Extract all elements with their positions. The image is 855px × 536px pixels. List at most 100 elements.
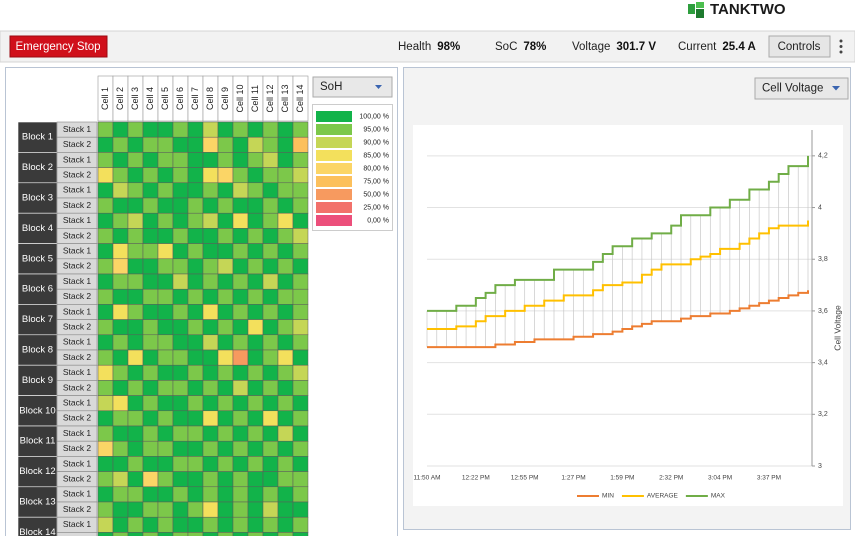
heatmap-cell — [292, 425, 309, 442]
heatmap-cell — [172, 197, 189, 214]
controls-label[interactable]: Controls — [778, 41, 821, 53]
stack-label: Stack 1 — [63, 519, 92, 529]
heatmap-cell — [232, 486, 249, 503]
heatmap-cell — [112, 167, 129, 184]
heatmap-cell — [157, 258, 174, 275]
heatmap-cell — [112, 258, 129, 275]
metric-dropdown[interactable] — [754, 77, 849, 100]
stack-label: Stack 2 — [63, 504, 92, 514]
dropdown-arrow[interactable] — [832, 86, 840, 91]
heatmap-cell — [247, 197, 264, 214]
heatmap-cell — [217, 471, 234, 488]
y-axis-label: Cell Voltage — [832, 305, 842, 351]
column-label: Cell 10 — [235, 84, 245, 112]
heatmap-cell — [232, 288, 249, 305]
heatmap-cell — [142, 288, 159, 305]
heatmap-cell — [292, 319, 309, 336]
block-label: Block 11 — [20, 436, 56, 447]
heatmap-cell — [262, 349, 279, 366]
heatmap-cell — [202, 334, 219, 351]
block-label: Block 13 — [19, 497, 55, 508]
heatmap-cell — [262, 136, 279, 153]
legend-label: 25,00 % — [363, 204, 389, 211]
heatmap-cell — [187, 304, 204, 320]
heatmap-cell — [277, 243, 294, 260]
heatmap-cell — [187, 532, 204, 536]
x-tick-label: 12:22 PM — [462, 475, 490, 482]
heatmap-cell — [172, 167, 189, 184]
heatmap-cell — [112, 516, 129, 533]
heatmap-cell — [277, 334, 294, 351]
column-header — [292, 75, 309, 122]
heatmap-cell — [187, 516, 204, 533]
legend-swatch — [316, 124, 352, 135]
stat-label: SoC — [495, 41, 517, 53]
heatmap-cell — [277, 532, 294, 536]
heatmap-cell — [202, 410, 219, 427]
heatmap-cell — [97, 212, 114, 229]
heatmap-cell — [247, 501, 264, 518]
heatmap-cell — [232, 349, 249, 366]
heatmap-cell — [157, 304, 174, 320]
heatmap-cell — [217, 304, 234, 320]
heatmap-cell — [172, 501, 189, 518]
heatmap-cell — [187, 471, 204, 488]
heatmap-cell — [202, 152, 219, 168]
heatmap-cell — [112, 501, 129, 518]
legend-swatch — [316, 111, 352, 122]
series-line — [427, 220, 809, 331]
x-tick-label: 12:55 PM — [511, 475, 539, 482]
heatmap-cell — [292, 410, 309, 427]
soh-dropdown[interactable] — [312, 76, 393, 98]
block-label: Block 5 — [22, 253, 53, 264]
heatmap-cell — [217, 516, 234, 533]
heatmap-cell — [232, 182, 249, 199]
heatmap-cell — [112, 288, 129, 305]
emergency-stop-label[interactable]: Emergency Stop — [15, 41, 100, 53]
column-label: Cell 9 — [220, 87, 230, 110]
brand-bar — [0, 0, 855, 26]
heatmap-cell — [217, 228, 234, 244]
heatmap-cell — [172, 516, 189, 533]
legend-label: 95,00 % — [363, 126, 389, 133]
emergency-stop-button[interactable] — [9, 35, 108, 58]
legend-label: 90,00 % — [363, 139, 389, 146]
heatmap-cell — [277, 471, 294, 488]
stack-label: Stack 2 — [63, 261, 92, 271]
block-label: Block 14 — [19, 527, 55, 536]
heatmap-cell — [277, 380, 294, 396]
heatmap-cell — [217, 152, 234, 168]
heatmap-cell — [217, 197, 234, 214]
x-tick-label: 2:32 PM — [659, 475, 683, 482]
heatmap-cell — [292, 304, 309, 320]
heatmap-cell — [97, 167, 114, 184]
heatmap-cell — [262, 334, 279, 351]
soh-dropdown-label[interactable]: SoH — [320, 81, 342, 93]
heatmap-cell — [172, 471, 189, 488]
heatmap-cell — [262, 501, 279, 518]
heatmap-cell — [112, 486, 129, 503]
heatmap-cell — [112, 121, 129, 138]
heatmap-cell — [292, 395, 309, 412]
heatmap-cell — [112, 212, 129, 229]
heatmap-cell — [277, 212, 294, 229]
dropdown-arrow[interactable] — [375, 85, 382, 89]
heatmap-cell — [157, 486, 174, 503]
heatmap-cell — [262, 440, 279, 457]
block-label-box — [17, 243, 58, 275]
metric-dropdown-label[interactable]: Cell Voltage — [762, 83, 823, 95]
controls-button[interactable] — [768, 35, 831, 58]
heatmap-cell — [292, 456, 309, 472]
logo-icon — [688, 2, 704, 18]
menu-kebab[interactable] — [839, 39, 843, 54]
block-label: Block 7 — [22, 314, 53, 325]
heatmap-cell — [157, 440, 174, 457]
stack-label: Stack 1 — [63, 276, 92, 286]
heatmap-cell — [277, 501, 294, 518]
heatmap-cell — [292, 182, 309, 199]
heatmap-cell — [247, 349, 264, 366]
heatmap-cell — [127, 136, 144, 153]
column-label: Cell 14 — [295, 84, 305, 112]
heatmap-cell — [157, 425, 174, 442]
brand-name: TANKTWO — [710, 1, 786, 18]
